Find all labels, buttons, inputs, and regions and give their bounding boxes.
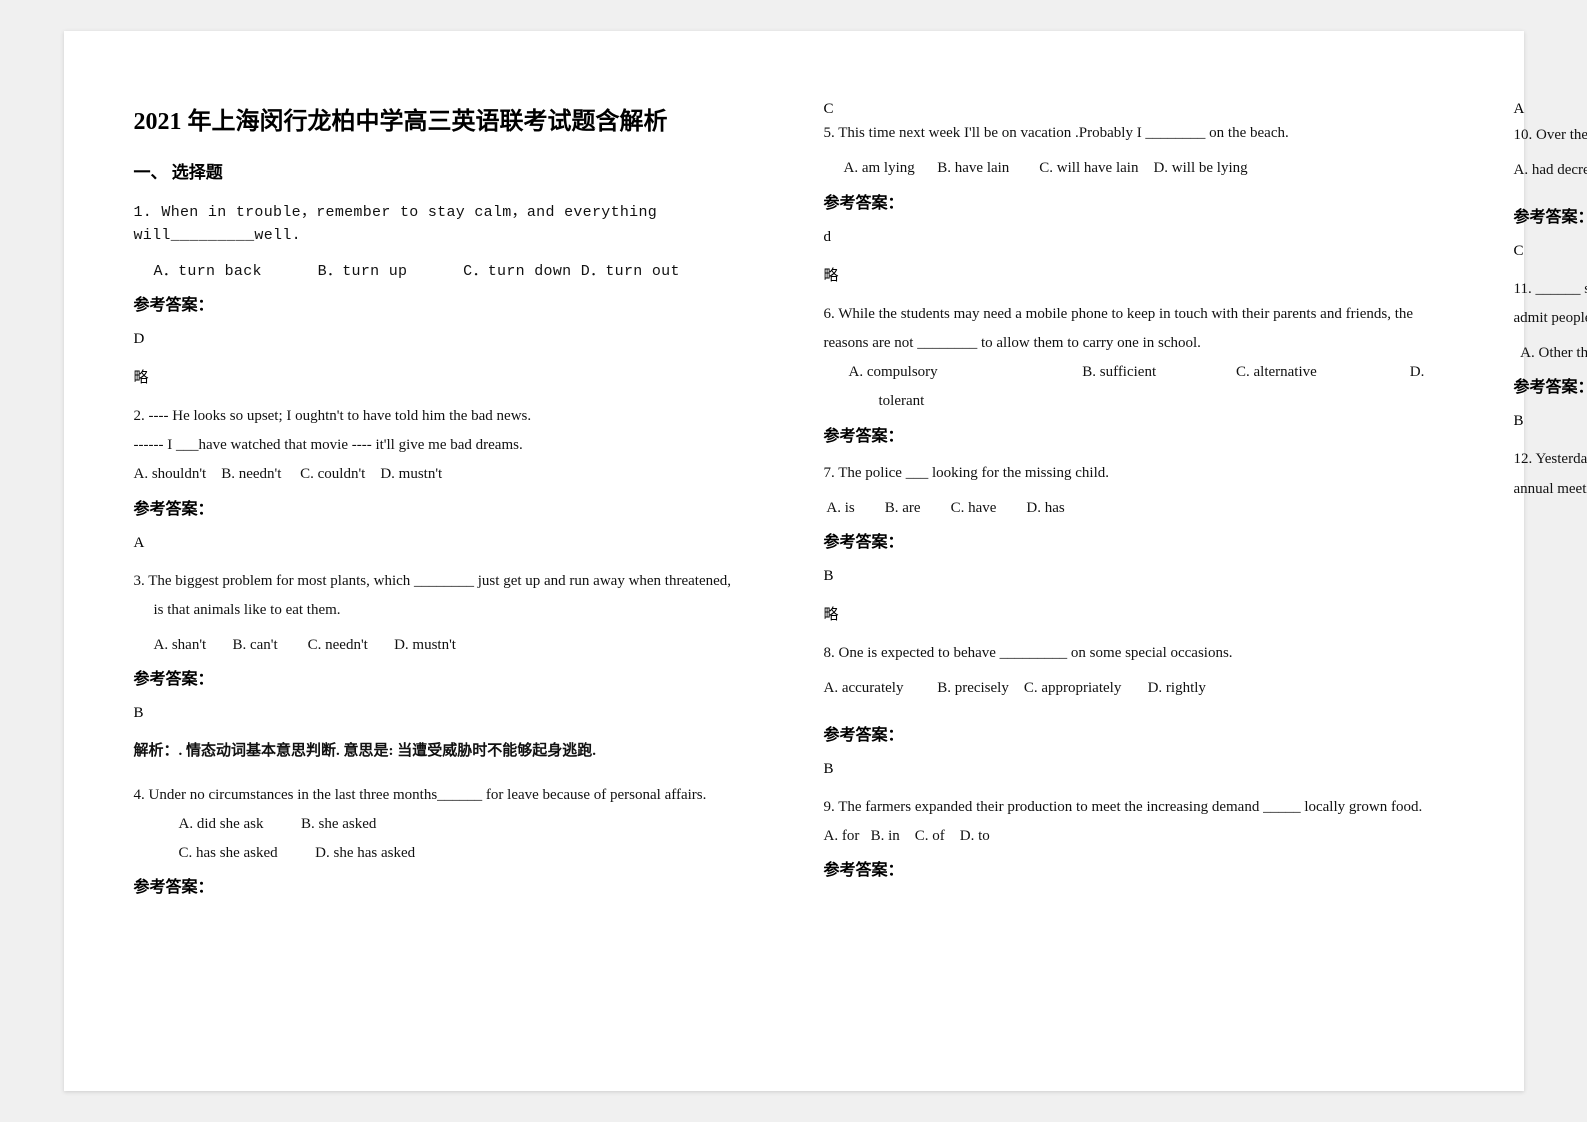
q10-options: A. had decreased B. decreased C. has bee… [1514,159,1587,182]
q1-lue: 略 [134,366,764,387]
q3-line2: is that animals like to eat them. [134,599,764,622]
q6-opt-d-text: tolerant [824,390,1454,413]
q10-stem: 10. Over the past decades,sea ice___in t… [1514,124,1587,147]
q3-answer: B [134,705,764,722]
q11-answer: B [1514,413,1587,430]
content-columns: 2021 年上海闵行龙柏中学高三英语联考试题含解析 一、 选择题 1. When… [134,101,1454,1041]
question-4: 4. Under no circumstances in the last th… [134,784,764,898]
section-heading: 一、 选择题 [134,158,764,183]
answer-label: 参考答案： [1514,203,1587,227]
answer-label: 参考答案： [134,665,764,689]
q2-options: A. shouldn't B. needn't C. couldn't D. m… [134,463,764,486]
q12-line2: annual meeting due to ______ heavy rain. [1514,478,1587,501]
q7-options: A. is B. are C. have D. has [824,497,1454,520]
answer-label: 参考答案： [824,422,1454,446]
question-5: C 5. This time next week I'll be on vaca… [824,101,1454,285]
q10-answer: C [1514,243,1587,260]
answer-label: 参考答案： [134,291,764,315]
answer-label: 参考答案： [824,528,1454,552]
page-title: 2021 年上海闵行龙柏中学高三英语联考试题含解析 [134,101,764,136]
q5-options: A. am lying B. have lain C. will have la… [824,157,1454,180]
q8-answer: B [824,761,1454,778]
q9-answer: A [1514,101,1587,118]
question-3: 3. The biggest problem for most plants, … [134,570,764,784]
q2-line1: 2. ---- He looks so upset; I oughtn't to… [134,405,764,428]
q8-options: A. accurately B. precisely C. appropriat… [824,677,1454,700]
q2-answer: A [134,535,764,552]
question-6-cont: reasons are not ________ to allow them t… [824,332,1454,446]
q11-line2: admit people who have studied and worked… [1514,307,1587,330]
q4-options-a: A. did she ask B. she asked [134,813,764,836]
q12-line1: 12. Yesterday Tom was scolded by Gorden,… [1514,448,1587,471]
q4-stem: 4. Under no circumstances in the last th… [134,784,764,807]
q11-options: A. Other than B. Rather than C. Less tha… [1514,342,1587,365]
q4-options-b: C. has she asked D. she has asked [134,842,764,865]
q4-answer: C [824,101,1454,118]
q1-stem: 1. When in trouble，remember to stay calm… [134,201,764,248]
q7-answer: B [824,568,1454,585]
question-10: A 10. Over the past decades,sea ice___in… [1514,101,1587,260]
q7-stem: 7. The police ___ looking for the missin… [824,462,1454,485]
q9-options: A. for B. in C. of D. to [824,825,1454,848]
answer-label: 参考答案： [824,189,1454,213]
answer-label: 参考答案： [134,495,764,519]
q5-lue: 略 [824,264,1454,285]
question-12: 12. Yesterday Tom was scolded by Gorden,… [1514,448,1587,501]
q3-line1: 3. The biggest problem for most plants, … [134,570,764,593]
question-7: 7. The police ___ looking for the missin… [824,462,1454,625]
question-11: 11. ______ send officials abroad for tra… [1514,278,1587,431]
q6-opt-d: D. [1410,361,1425,384]
exam-page: 2021 年上海闵行龙柏中学高三英语联考试题含解析 一、 选择题 1. When… [64,31,1524,1091]
q6-line1: 6. While the students may need a mobile … [824,303,1454,326]
question-2: 2. ---- He looks so upset; I oughtn't to… [134,405,764,552]
q3-options: A. shan't B. can't C. needn't D. mustn't [134,634,764,657]
answer-label: 参考答案： [1514,373,1587,397]
q3-analysis-text: 解析：. 情态动词基本意思判断. 意思是: 当遭受威胁时不能够起身逃跑. [134,743,597,759]
q5-answer: d [824,229,1454,246]
question-1: 1. When in trouble，remember to stay calm… [134,201,764,387]
q7-lue: 略 [824,603,1454,624]
q11-line1: 11. ______ send officials abroad for tra… [1514,278,1587,301]
q6-options: A. compulsory B. sufficient C. alternati… [824,361,1454,384]
q5-stem: 5. This time next week I'll be on vacati… [824,122,1454,145]
answer-label: 参考答案： [824,856,1454,880]
q6-opt-b: B. sufficient [1082,361,1232,384]
q6-opt-a: A. compulsory [849,361,1079,384]
q6-line2: reasons are not ________ to allow them t… [824,332,1454,355]
q2-line2: ------ I ___have watched that movie ----… [134,434,764,457]
q3-analysis: 解析：. 情态动词基本意思判断. 意思是: 当遭受威胁时不能够起身逃跑. [134,740,764,763]
answer-label: 参考答案： [824,721,1454,745]
q8-stem: 8. One is expected to behave _________ o… [824,642,1454,665]
q6-opt-c: C. alternative [1236,361,1406,384]
answer-label: 参考答案： [134,873,764,897]
q9-stem: 9. The farmers expanded their production… [824,796,1454,819]
q1-answer: D [134,331,764,348]
question-8: 8. One is expected to behave _________ o… [824,642,1454,778]
q1-options: A．turn back B．turn up C．turn down D．turn… [134,260,764,283]
question-9: 9. The farmers expanded their production… [824,796,1454,881]
